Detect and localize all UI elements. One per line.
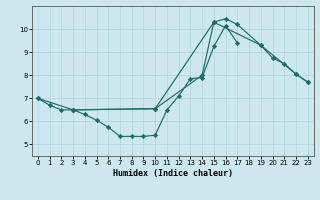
X-axis label: Humidex (Indice chaleur): Humidex (Indice chaleur) (113, 169, 233, 178)
